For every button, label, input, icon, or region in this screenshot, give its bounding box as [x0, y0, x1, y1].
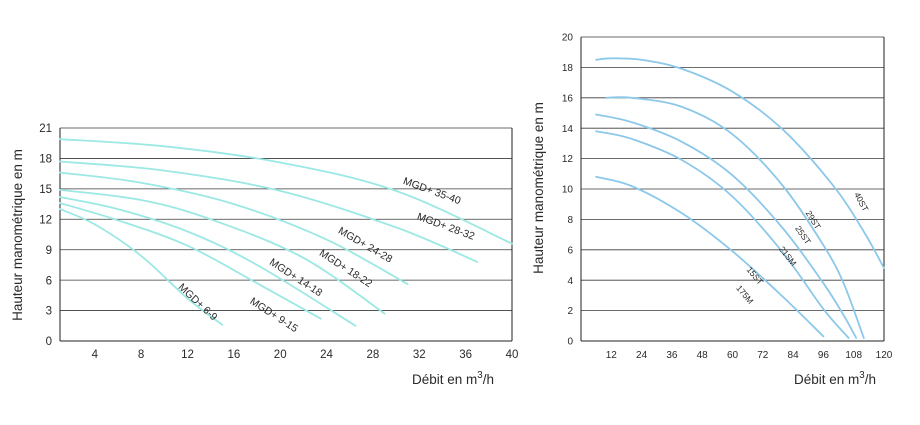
series-label: 21SM [777, 244, 799, 268]
series-line-mgd-14-18 [59, 196, 357, 327]
x-tick-label: 12 [181, 349, 194, 361]
x-tick-label: 4 [92, 349, 99, 361]
series-label: 15ST [745, 265, 766, 287]
x-tick-label: 16 [227, 349, 240, 361]
y-tick-label: 0 [567, 337, 573, 348]
x-axis-label: Débit en m3/h [794, 370, 876, 387]
y-tick-label: 18 [39, 154, 52, 166]
x-axis-label-tail: /h [865, 372, 876, 387]
y-tick-label: 3 [46, 306, 52, 318]
y-tick-label: 10 [562, 185, 574, 196]
series-line-25st [595, 113, 858, 339]
series-label: 40ST [852, 191, 870, 214]
series-line-29st [605, 96, 865, 339]
y-tick-label: 12 [562, 154, 574, 165]
x-tick-label: 60 [727, 350, 739, 361]
series-label: 25ST [793, 224, 813, 246]
y-tick-label: 0 [46, 336, 52, 348]
y-tick-label: 12 [39, 214, 52, 226]
x-tick-label: 28 [367, 349, 380, 361]
x-tick-label: 108 [845, 350, 862, 361]
series-line-mgd-18-22 [59, 189, 386, 315]
x-axis-label-tail: /h [483, 372, 494, 387]
x-tick-label: 24 [320, 349, 333, 361]
series-line-21sm [595, 130, 850, 339]
series-label: MGD+ 18-22 [317, 247, 374, 290]
y-tick-label: 15 [39, 184, 52, 196]
y-tick-label: 2 [567, 306, 573, 317]
x-tick-label: 40 [506, 349, 519, 361]
y-tick-label: 14 [562, 124, 574, 135]
y-tick-label: 6 [46, 275, 52, 287]
y-tick-label: 18 [562, 63, 574, 74]
series-line-15st [595, 175, 825, 338]
series-line-40st [595, 57, 885, 269]
x-tick-label: 32 [413, 349, 426, 361]
series-label: MGD+ 6-9 [176, 281, 220, 323]
series-line-mgd-28-32 [59, 160, 479, 263]
x-axis-label-sup: 3 [859, 370, 864, 381]
y-axis-label: Hauteur manométrique en m [531, 102, 546, 274]
x-axis-label: Débit en m3/h [412, 370, 494, 387]
x-tick-label: 24 [636, 350, 648, 361]
x-tick-label: 20 [274, 349, 287, 361]
x-axis-label-main: Débit en m [794, 372, 859, 387]
series-line-mgd-6-9 [59, 208, 224, 326]
x-tick-label: 8 [138, 349, 144, 361]
y-tick-label: 16 [562, 93, 574, 104]
series-line-mgd-24-28 [59, 171, 409, 286]
y-tick-label: 8 [567, 215, 573, 226]
x-tick-label: 120 [876, 350, 893, 361]
y-tick-label: 20 [562, 33, 574, 44]
x-tick-label: 84 [788, 350, 800, 361]
x-tick-label: 96 [818, 350, 830, 361]
series-label: MGD+ 9-15 [248, 295, 300, 335]
y-tick-label: 4 [567, 276, 573, 287]
x-axis-label-main: Débit en m [412, 372, 477, 387]
x-tick-label: 12 [606, 350, 618, 361]
x-tick-label: 36 [666, 350, 678, 361]
x-axis-label-sup: 3 [477, 370, 482, 381]
series-label: MGD+ 35-40 [401, 175, 462, 207]
y-tick-label: 21 [39, 123, 52, 135]
series-line-mgd-35-40 [59, 138, 513, 245]
series-annotation-label: 175M [734, 283, 755, 306]
x-tick-label: 72 [757, 350, 769, 361]
x-tick-label: 36 [459, 349, 472, 361]
y-tick-label: 9 [46, 245, 52, 257]
x-tick-label: 48 [697, 350, 709, 361]
y-tick-label: 6 [567, 245, 573, 256]
y-axis-label: Hauteur manométrique en m [10, 149, 25, 321]
series-line-mgd-9-15 [59, 202, 322, 320]
